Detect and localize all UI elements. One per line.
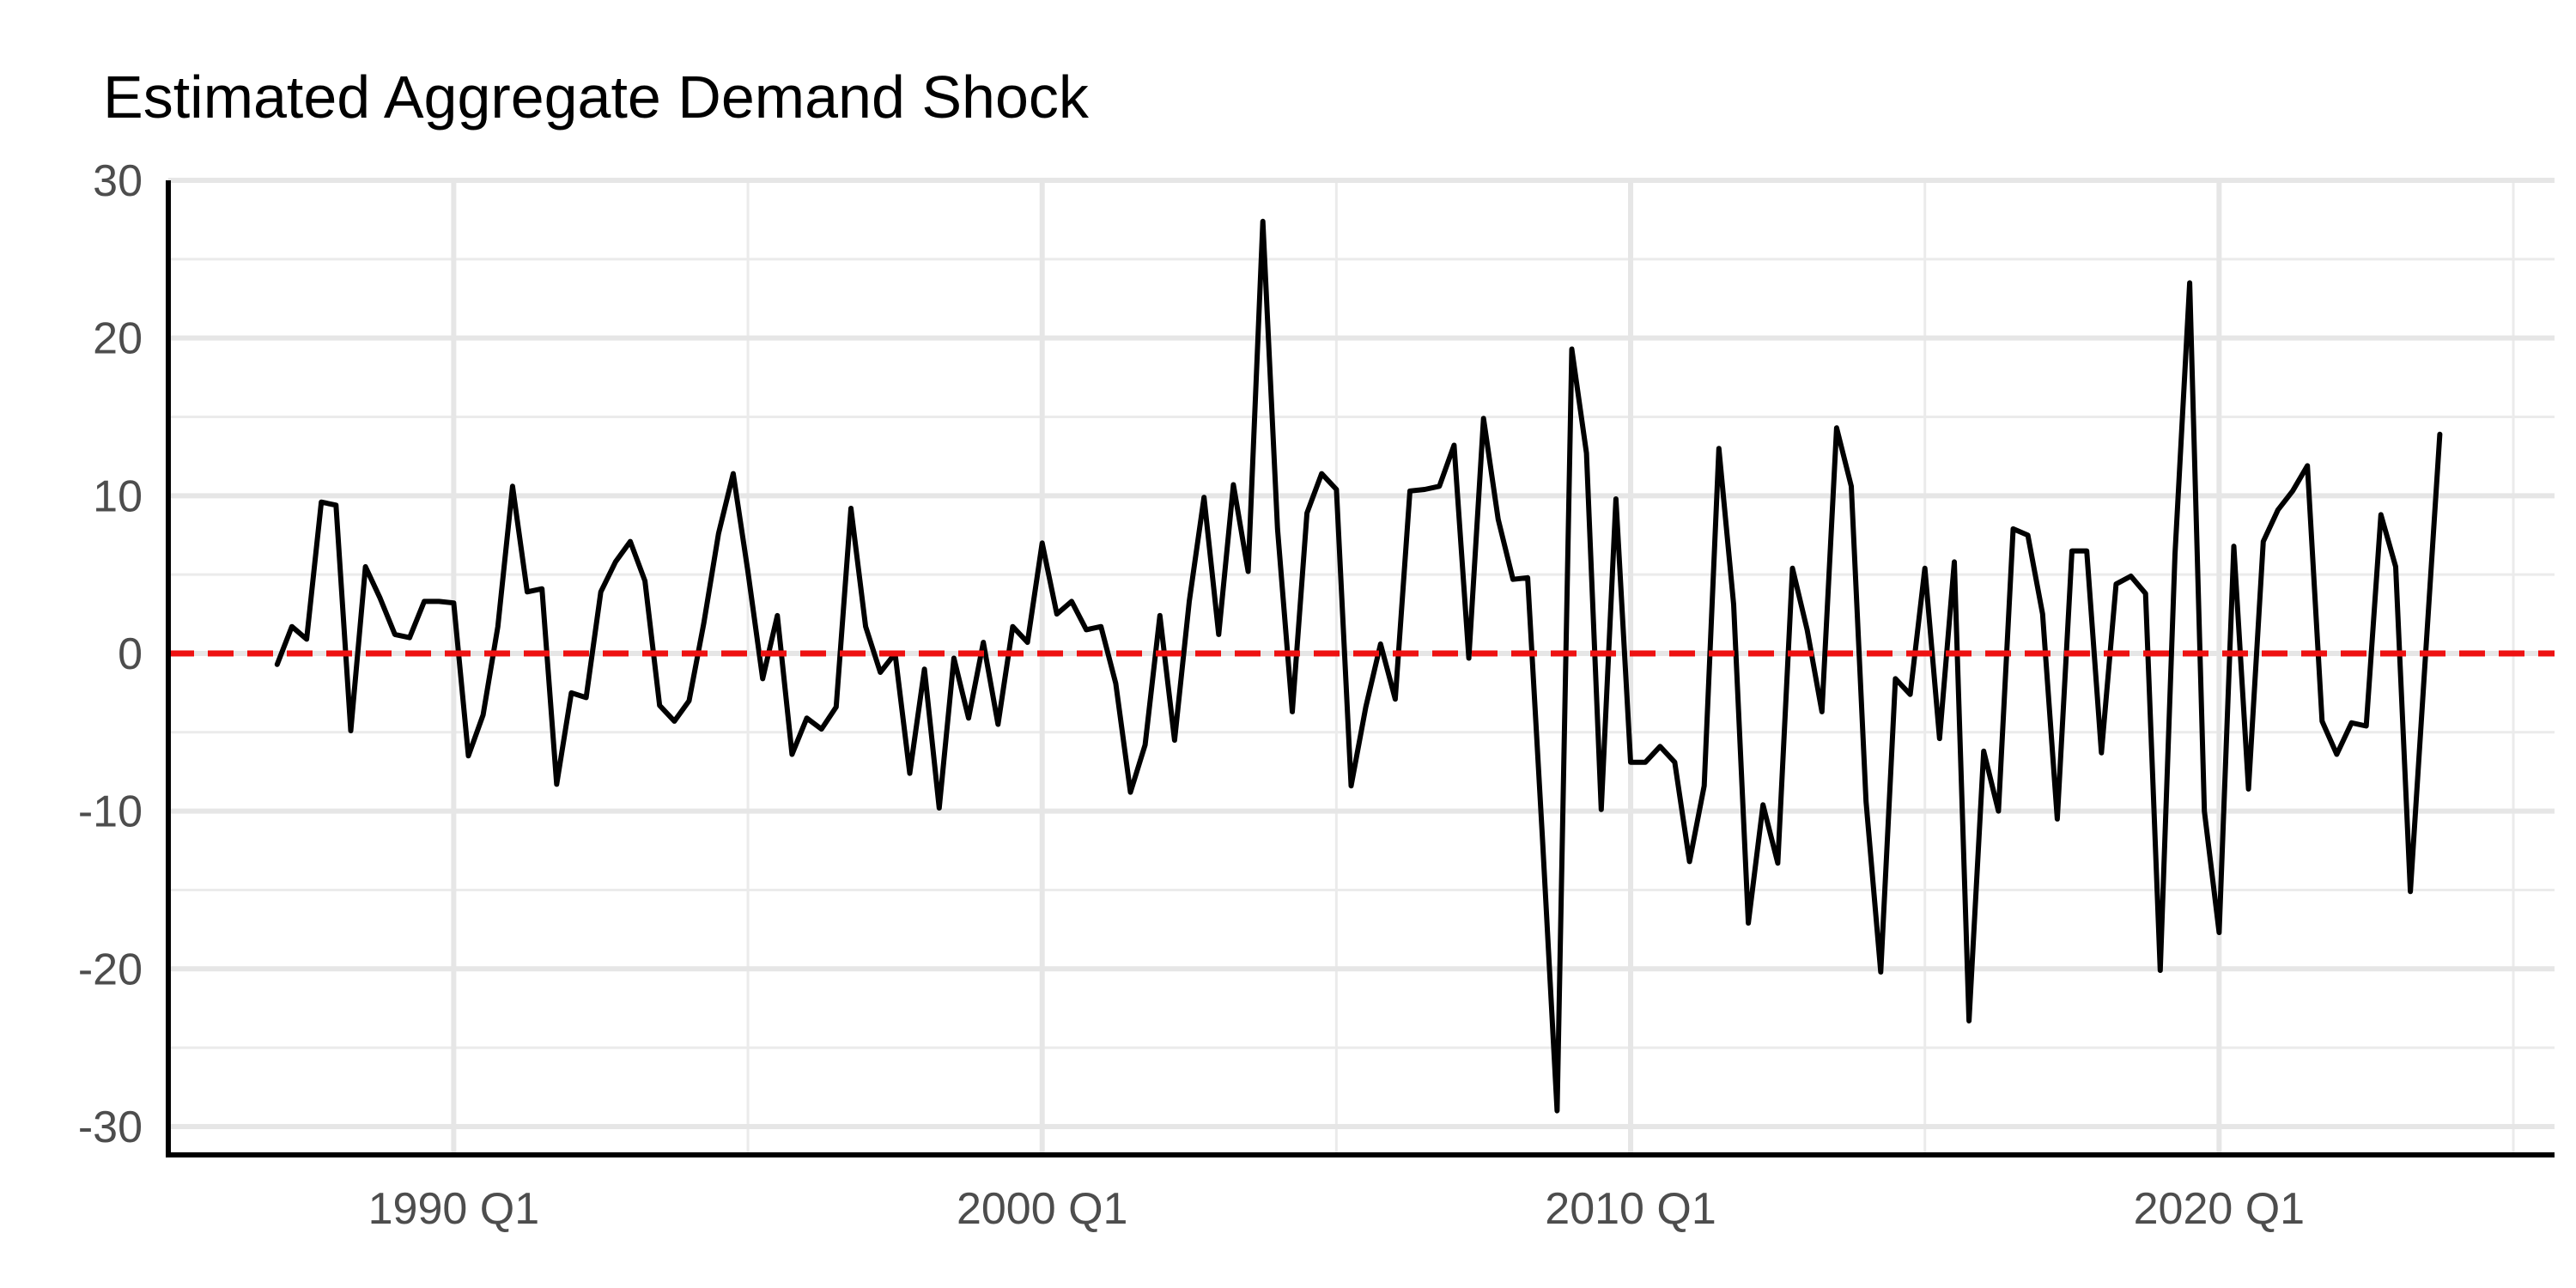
chart-title: Estimated Aggregate Demand Shock [103, 64, 1089, 131]
tick-labels: 30 20 10 0 -10 -20 -30 1990 Q1 2000 Q1 2010 Q1 202… [78, 156, 2305, 1234]
y-tick-label: 0 [118, 629, 143, 679]
y-tick-label: -20 [78, 945, 143, 994]
y-tick-label: -30 [78, 1103, 143, 1152]
axes [166, 180, 2555, 1157]
y-tick-label: 20 [93, 314, 143, 364]
series-line [274, 218, 2443, 1114]
minor-gridlines [168, 180, 2555, 1155]
x-tick-label: 2020 Q1 [2134, 1184, 2306, 1234]
y-tick-label: 30 [93, 156, 143, 206]
major-gridlines [168, 178, 2555, 1155]
y-tick-label: 10 [93, 471, 143, 521]
x-tick-label: 2000 Q1 [957, 1184, 1128, 1234]
y-tick-label: -10 [78, 787, 143, 837]
x-tick-label: 1990 Q1 [368, 1184, 540, 1234]
x-tick-label: 2010 Q1 [1545, 1184, 1716, 1234]
series-layer [168, 218, 2555, 1114]
